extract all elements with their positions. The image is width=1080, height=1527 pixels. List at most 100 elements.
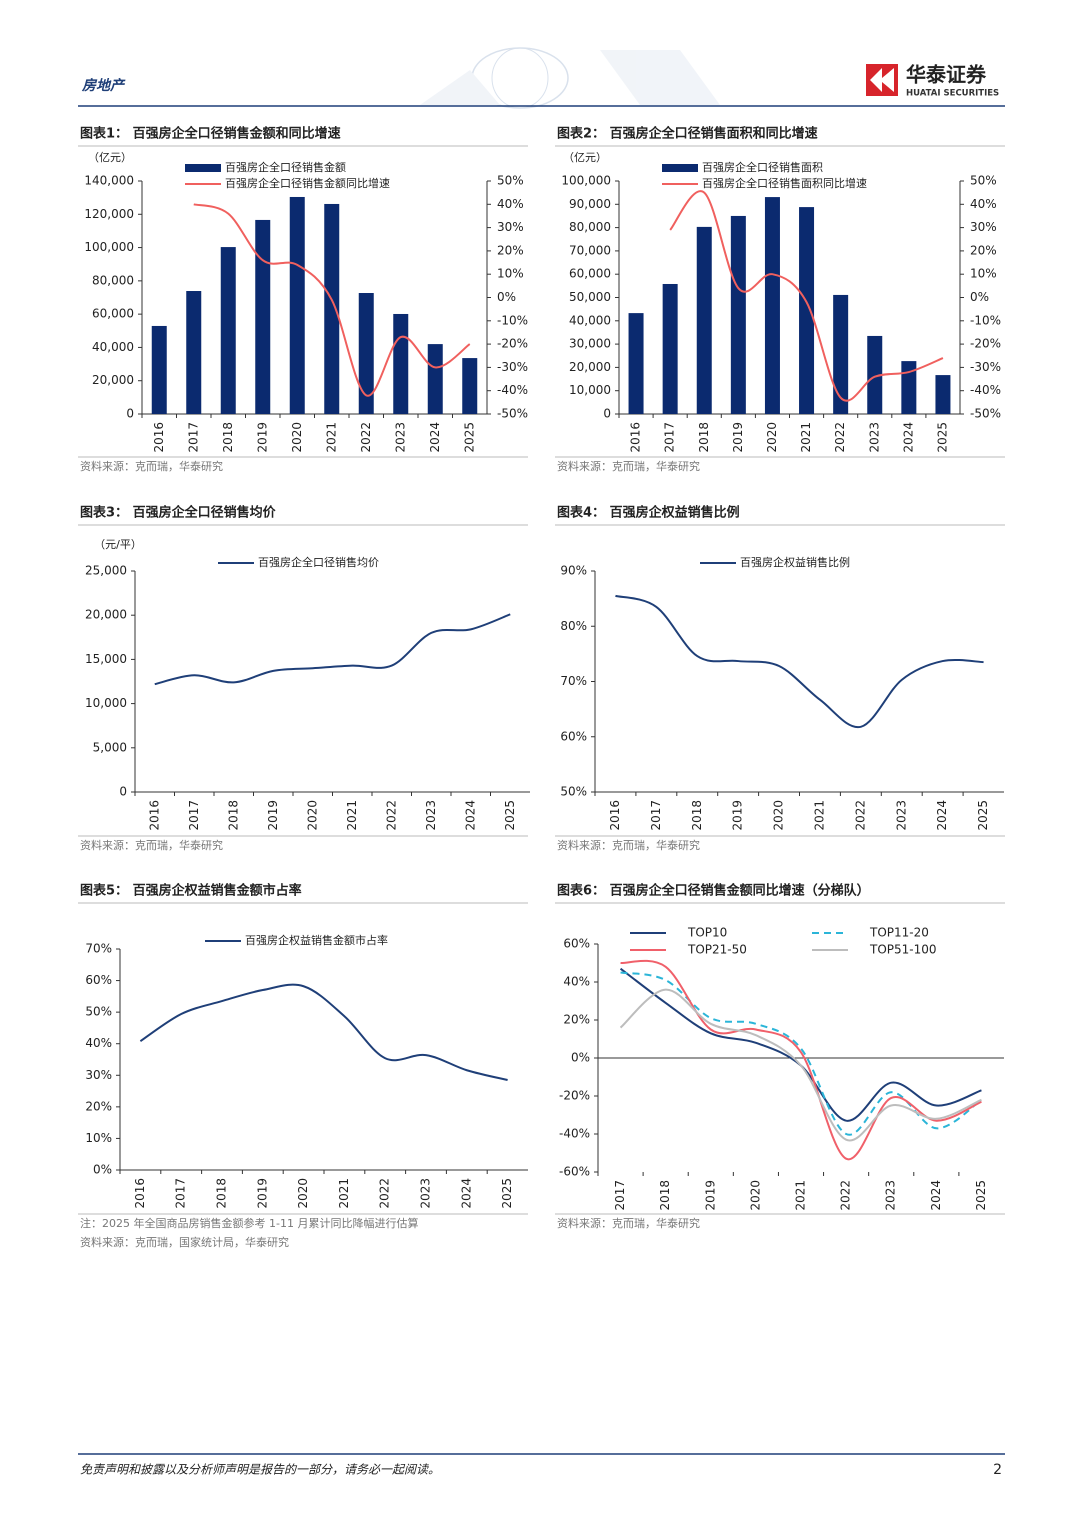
x-tick-label: 2016: [152, 422, 166, 453]
y-tick-label: 20%: [563, 1013, 590, 1027]
y2-tick-label: 30%: [970, 220, 997, 234]
y-tick-label: 70%: [85, 942, 112, 956]
legend-label: 百强房企权益销售比例: [740, 555, 850, 569]
bar: [662, 283, 678, 414]
bar: [833, 294, 849, 414]
y2-tick-label: -40%: [497, 383, 528, 397]
unit-label: （亿元）: [88, 151, 132, 164]
y2-tick-label: -40%: [970, 383, 1001, 397]
logo-text-en: HUATAI SECURITIES: [906, 89, 999, 99]
y-tick-label: 25,000: [85, 564, 127, 578]
y-tick-label: -60%: [559, 1165, 590, 1179]
bar: [901, 361, 917, 414]
unit-label: （元/平）: [94, 538, 142, 551]
y-tick-label: 100,000: [84, 240, 134, 254]
y2-tick-label: -30%: [970, 360, 1001, 374]
bar: [867, 335, 883, 414]
x-tick-label: 2017: [174, 1178, 188, 1209]
y-tick-label: 20%: [85, 1099, 112, 1113]
y-tick-label: 0: [603, 407, 611, 421]
x-tick-label: 2019: [703, 1180, 717, 1211]
x-tick-label: 2023: [867, 422, 881, 453]
y-tick-label: 40%: [85, 1036, 112, 1050]
line-series: [620, 971, 983, 1136]
y-tick-label: 30%: [85, 1068, 112, 1082]
legend-label: TOP10: [687, 926, 727, 940]
bar: [935, 375, 951, 414]
line-series: [615, 594, 984, 729]
y-tick-label: 10,000: [569, 383, 611, 397]
x-tick-label: 2025: [974, 1180, 988, 1211]
x-tick-label: 2022: [384, 800, 398, 831]
bar: [324, 203, 340, 414]
section-title: 房地产: [81, 77, 126, 94]
x-tick-label: 2025: [976, 800, 990, 831]
bar: [730, 215, 746, 414]
footer: 免责声明和披露以及分析师声明是报告的一部分，请务必一起阅读。 2: [78, 1453, 1005, 1478]
x-tick-label: 2021: [799, 422, 813, 453]
x-tick-label: 2021: [324, 422, 338, 453]
y-tick-label: 60,000: [569, 267, 611, 281]
y-tick-label: 100,000: [561, 174, 611, 188]
legend-label: 百强房企全口径销售金额: [225, 160, 346, 174]
y2-tick-label: 10%: [970, 267, 997, 281]
y-tick-label: 90%: [560, 564, 587, 578]
y-tick-label: 90,000: [569, 197, 611, 211]
y-tick-label: 10,000: [85, 696, 127, 710]
x-tick-label: 2019: [255, 422, 269, 453]
y-tick-label: 70,000: [569, 243, 611, 257]
x-tick-label: 2023: [393, 422, 407, 453]
y-tick-label: 80,000: [92, 273, 134, 287]
y-tick-label: 60,000: [92, 307, 134, 321]
y2-tick-label: 0%: [497, 290, 516, 304]
y-tick-label: 140,000: [84, 174, 134, 188]
source: 资料来源：克而瑞，华泰研究: [80, 459, 223, 473]
y2-tick-label: -30%: [497, 360, 528, 374]
y2-tick-label: -20%: [970, 337, 1001, 351]
y-tick-label: 80,000: [569, 220, 611, 234]
line-series: [154, 613, 511, 686]
x-tick-label: 2018: [221, 422, 235, 453]
y-tick-label: 80%: [560, 619, 587, 633]
y2-tick-label: 40%: [970, 197, 997, 211]
bar: [764, 197, 780, 414]
source: 资料来源：克而瑞，华泰研究: [557, 459, 700, 473]
bar: [289, 196, 305, 414]
y-tick-label: 10%: [85, 1131, 112, 1145]
legend-label: TOP21-50: [687, 943, 747, 957]
y2-tick-label: -50%: [970, 407, 1001, 421]
legend-swatch: [185, 164, 221, 172]
y-tick-label: 20,000: [92, 373, 134, 387]
x-tick-label: 2017: [186, 422, 200, 453]
x-tick-label: 2022: [833, 422, 847, 453]
x-tick-label: 2017: [187, 800, 201, 831]
bar: [696, 226, 712, 414]
x-tick-label: 2021: [794, 1180, 808, 1211]
x-tick-label: 2024: [428, 422, 442, 453]
x-tick-label: 2019: [731, 800, 745, 831]
source: 注：2025 年全国商品房销售金额参考 1-11 月累计同比降幅进行估算: [80, 1216, 418, 1230]
x-tick-label: 2022: [359, 422, 373, 453]
y2-tick-label: 50%: [970, 174, 997, 188]
x-tick-label: 2021: [337, 1178, 351, 1209]
y-tick-label: -20%: [559, 1089, 590, 1103]
bar: [255, 219, 271, 414]
x-tick-label: 2017: [663, 422, 677, 453]
bar: [427, 344, 443, 414]
header-decoration: [420, 47, 720, 109]
y-tick-label: 70%: [560, 674, 587, 688]
chart-title: 图表4： 百强房企权益销售比例: [557, 505, 740, 521]
y-tick-label: -40%: [559, 1127, 590, 1141]
disclaimer: 免责声明和披露以及分析师声明是报告的一部分，请务必一起阅读。: [80, 1463, 440, 1477]
y2-tick-label: 20%: [970, 243, 997, 257]
x-tick-label: 2019: [255, 1178, 269, 1209]
y2-tick-label: -50%: [497, 407, 528, 421]
source: 资料来源：克而瑞，国家统计局，华泰研究: [80, 1235, 289, 1249]
x-tick-label: 2020: [772, 800, 786, 831]
bar: [799, 207, 815, 414]
y2-tick-label: 50%: [497, 174, 524, 188]
logo-icon: [866, 64, 898, 96]
y-tick-label: 60%: [560, 729, 587, 743]
